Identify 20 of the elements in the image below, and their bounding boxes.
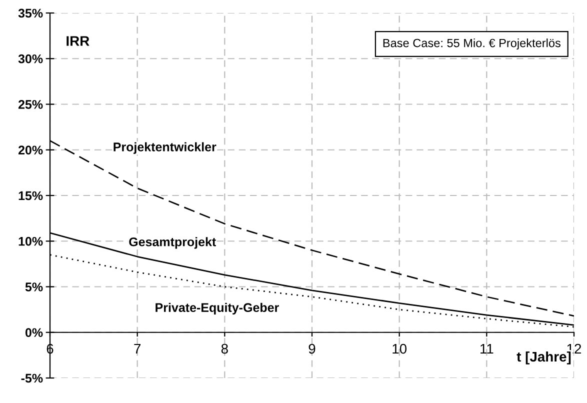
series-label: Gesamtprojekt (129, 237, 216, 249)
y-tick-label: 5% (25, 282, 43, 292)
y-tick-label: 30% (18, 54, 43, 64)
y-tick-label: 20% (18, 146, 43, 155)
y-tick-label: 15% (18, 191, 43, 200)
y-tick-label: 0% (25, 328, 43, 338)
series-label: Private-Equity-Geber (156, 302, 279, 314)
y-tick-label: -5% (21, 374, 43, 383)
x-tick-label: 10 (392, 344, 407, 354)
x-tick-label: 7 (134, 344, 140, 354)
annotation: Base Case: 55 Mio. € Projekterlös (383, 38, 560, 50)
y-tick-label: 35% (18, 8, 43, 18)
x-axis-title: t [Jahre] (516, 351, 571, 364)
x-tick-label: 11 (480, 344, 494, 354)
y-tick-label: 10% (18, 236, 43, 246)
y-axis-title: IRR (66, 36, 90, 46)
series-label: Projektentwickler (114, 142, 216, 154)
y-tick-label: 25% (18, 100, 43, 109)
x-tick-label: 9 (308, 344, 316, 354)
x-tick-label: 8 (221, 344, 228, 354)
